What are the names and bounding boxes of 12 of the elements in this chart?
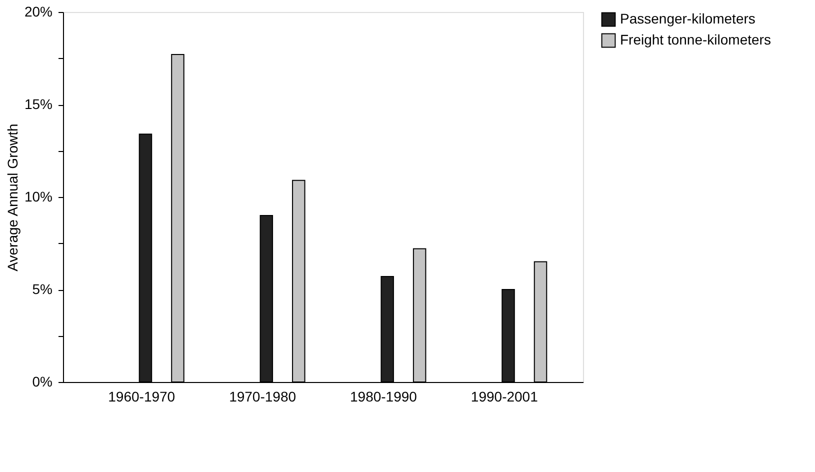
legend-label: Freight tonne-kilometers <box>620 32 771 48</box>
y-tick-label: 15% <box>24 96 52 112</box>
y-tick-label: 10% <box>24 188 52 204</box>
x-tick-label: 1990-2001 <box>470 388 538 404</box>
y-tick-label: 0% <box>32 374 52 390</box>
x-tick-label: 1960-1970 <box>108 388 176 404</box>
y-tick-label: 20% <box>24 4 52 20</box>
y-tick-label: 5% <box>32 281 52 297</box>
legend-label: Passenger-kilometers <box>620 10 756 26</box>
x-tick-label: 1980-1990 <box>350 388 418 404</box>
x-tick-label: 1970-1980 <box>229 388 296 404</box>
y-axis-title: Average Annual Growth <box>4 124 20 272</box>
